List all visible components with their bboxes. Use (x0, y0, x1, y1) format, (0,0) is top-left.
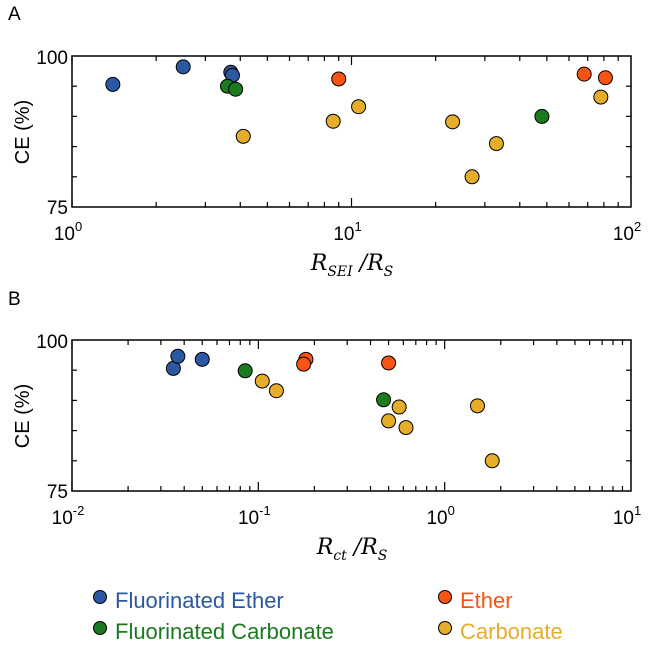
panel-a-x-tick-labels: 100 101 102 (54, 219, 641, 245)
panel-b-point-carbonate (381, 413, 397, 429)
panel-b-x-axis-label: Rct /RS (316, 535, 388, 564)
panel-b-x-tick-label: 101 (613, 503, 641, 529)
panel-b-point-ether (296, 356, 312, 372)
panel-b-point-carbonate (254, 373, 270, 389)
panel-a-point-carbonate (488, 136, 504, 152)
panel-a-x-tick-label: 101 (333, 219, 361, 245)
legend-ether-marker (438, 590, 452, 605)
panel-a-ticks (71, 56, 631, 207)
panel-b-point-carbonate (268, 383, 284, 399)
panel-b-point-ether (381, 355, 397, 371)
panel-a-point-carbonate (325, 113, 341, 129)
panel-a-x-tick-label: 102 (613, 219, 641, 245)
panel-b-point-carbonate (398, 420, 414, 436)
panel-b-point-fluorinated-ether (194, 351, 210, 367)
legend-fluorinated-carbonate-marker (93, 621, 107, 636)
panel-b-x-tick-labels: 10-2 10-1 100 101 (52, 503, 642, 529)
panel-a-point-carbonate (351, 99, 367, 115)
panel-b-point-carbonate (484, 453, 500, 469)
panel-b-points (165, 348, 500, 469)
panel-a-point-fluorinated-ether (105, 76, 121, 92)
legend-fluorinated-carbonate: Fluorinated Carbonate (93, 618, 334, 645)
panel-a-point-carbonate (593, 89, 609, 105)
legend-fluorinated-ether-label: Fluorinated Ether (115, 588, 284, 614)
legend-fluorinated-ether: Fluorinated Ether (93, 587, 284, 614)
legend-carbonate: Carbonate (438, 618, 563, 645)
panel-a-x-tick-label: 100 (54, 219, 82, 245)
panel-a-frame (71, 55, 632, 208)
panel-b-y-tick-bottom: 75 (47, 482, 68, 503)
panel-a-point-carbonate (464, 169, 480, 185)
panel-a-point-fluorinated-ether (175, 59, 191, 75)
panel-a-point-fluorinated-carbonate (534, 108, 550, 124)
legend-fluorinated-ether-marker (93, 590, 107, 605)
panel-b-point-carbonate (391, 399, 407, 415)
panel-b-y-axis-label: CE (%) (12, 384, 34, 448)
legend-fluorinated-carbonate-label: Fluorinated Carbonate (115, 619, 334, 645)
panel-a-y-axis-label: CE (%) (12, 100, 34, 164)
panel-b-point-fluorinated-carbonate (237, 363, 253, 379)
panel-a-point-ether (331, 71, 347, 87)
panel-b-y-tick-top: 100 (36, 332, 68, 353)
panel-a-point-fluorinated-carbonate (228, 81, 244, 97)
panel-b-ticks (71, 340, 631, 491)
panel-b-point-fluorinated-ether (170, 348, 186, 364)
panel-a-y-tick-top: 100 (36, 48, 68, 69)
legend-ether-label: Ether (460, 588, 513, 614)
panel-a-point-ether (576, 66, 592, 82)
panel-a-point-carbonate (235, 128, 251, 144)
panel-b-frame (71, 339, 632, 492)
panel-b-x-tick-label: 10-2 (52, 503, 85, 529)
legend-carbonate-marker (438, 621, 452, 636)
panel-a-y-tick-bottom: 75 (47, 198, 68, 219)
panel-b-label: B (8, 289, 21, 310)
panel-a-points (105, 59, 613, 185)
panel-a-label: A (8, 4, 21, 25)
panel-b-point-carbonate (469, 398, 485, 414)
panel-a-point-ether (597, 70, 613, 86)
panel-a-point-carbonate (445, 114, 461, 130)
panel-a-x-axis-label: RSEI /RS (310, 251, 394, 280)
legend-carbonate-label: Carbonate (460, 619, 563, 645)
legend-ether: Ether (438, 587, 513, 614)
panel-a: A CE (%) 100 75 100 101 102 RSEI /RS (8, 4, 641, 280)
panel-b-x-tick-label: 10-1 (238, 503, 271, 529)
panel-b: B CE (%) 100 75 10-2 10-1 100 101 Rct /RS (8, 289, 641, 564)
panel-b-point-fluorinated-carbonate (376, 392, 392, 408)
panel-b-x-tick-label: 100 (426, 503, 454, 529)
